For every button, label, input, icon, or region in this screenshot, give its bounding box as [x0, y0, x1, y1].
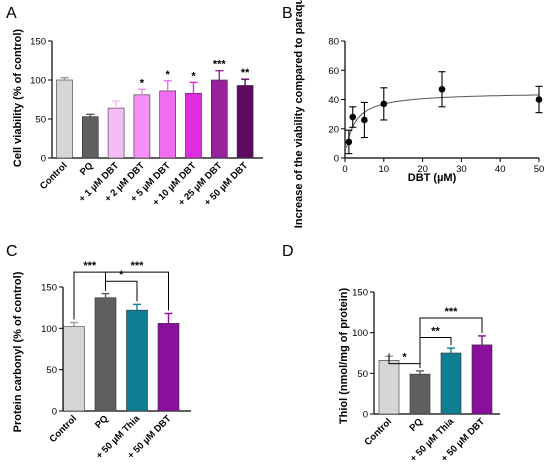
category-label-c: PQ [93, 413, 110, 430]
ytick-label-d: 0 [363, 410, 368, 421]
significance-label-a: * [191, 70, 196, 82]
panel-label-a: A [6, 5, 17, 22]
ytick-label-c: 150 [41, 283, 57, 294]
ytick-label-a: 100 [30, 76, 46, 87]
ylabel-c: Protein carbonyl (% of control) [12, 271, 24, 432]
significance-label-d: ** [431, 326, 440, 338]
bar-c [126, 309, 148, 412]
significance-label-a: * [166, 69, 171, 81]
xtick-label-b: 20 [417, 164, 428, 175]
ytick-label-a: 50 [35, 115, 46, 126]
significance-label-a: ** [241, 67, 250, 79]
xtick-label-b: 0 [342, 164, 347, 175]
bar-a [56, 79, 73, 159]
data-point-b [345, 138, 353, 146]
ytick-label-b: 0 [334, 154, 339, 165]
bar-a [185, 92, 202, 159]
data-point-b [380, 100, 388, 108]
bar-d [471, 344, 493, 415]
panel-label-d: D [282, 243, 294, 260]
significance-bracket-c [105, 271, 169, 311]
ytick-label-b: 40 [328, 95, 339, 106]
xtick-label-b: 40 [495, 164, 506, 175]
significance-label-c: *** [83, 260, 97, 272]
ylabel-b: Increase of the viability compared to pa… [293, 0, 305, 228]
fit-curve-b [346, 94, 539, 148]
ytick-label-a: 150 [30, 37, 46, 48]
xtick-label-b: 50 [534, 164, 545, 175]
ytick-label-d: 50 [357, 369, 368, 380]
bar-c [157, 323, 180, 412]
data-point-b [349, 113, 357, 121]
bar-a [82, 116, 99, 159]
xlabel-b: DBT (µM) [408, 172, 457, 184]
category-label-a: Control [38, 160, 70, 192]
panel-label-c: C [6, 243, 18, 260]
significance-label-d: *** [445, 306, 459, 318]
category-label-a: PQ [78, 160, 95, 177]
xtick-label-b: 30 [456, 164, 467, 175]
xtick-label-b: 10 [379, 164, 390, 175]
bar-d [440, 352, 462, 415]
ytick-label-b: 20 [328, 124, 339, 135]
ytick-label-c: 50 [46, 365, 57, 376]
ylabel-a: Cell viability (% of control) [12, 29, 24, 167]
ytick-label-c: 0 [52, 407, 57, 418]
significance-label-d: * [402, 352, 407, 364]
significance-label-a: *** [213, 59, 227, 71]
ytick-label-a: 0 [41, 154, 46, 165]
ytick-label-d: 100 [352, 328, 368, 339]
data-point-b [361, 116, 368, 124]
bar-a [133, 94, 151, 159]
ylabel-d: Thiol (nmol/mg of protein) [338, 288, 350, 425]
ytick-label-c: 100 [41, 324, 57, 335]
bar-a [159, 90, 176, 159]
bar-a [211, 79, 228, 159]
bar-d [409, 373, 431, 415]
category-label-c: Control [47, 413, 79, 445]
ytick-label-b: 80 [328, 37, 339, 48]
bar-d [378, 360, 400, 415]
ytick-label-d: 150 [352, 288, 368, 299]
ytick-label-b: 60 [328, 66, 339, 77]
significance-label-a: * [140, 77, 145, 89]
significance-label-c: * [119, 269, 124, 281]
significance-bracket-d [419, 317, 483, 368]
category-label-d: Control [362, 416, 394, 448]
bar-a [107, 107, 125, 159]
significance-label-c: *** [131, 260, 145, 272]
data-point-b [535, 96, 543, 103]
panel-label-b: B [282, 5, 293, 22]
bar-c [94, 297, 117, 412]
bar-a [236, 85, 254, 159]
category-label-d: PQ [408, 416, 425, 433]
bar-c [63, 326, 85, 412]
data-point-b [438, 85, 446, 93]
